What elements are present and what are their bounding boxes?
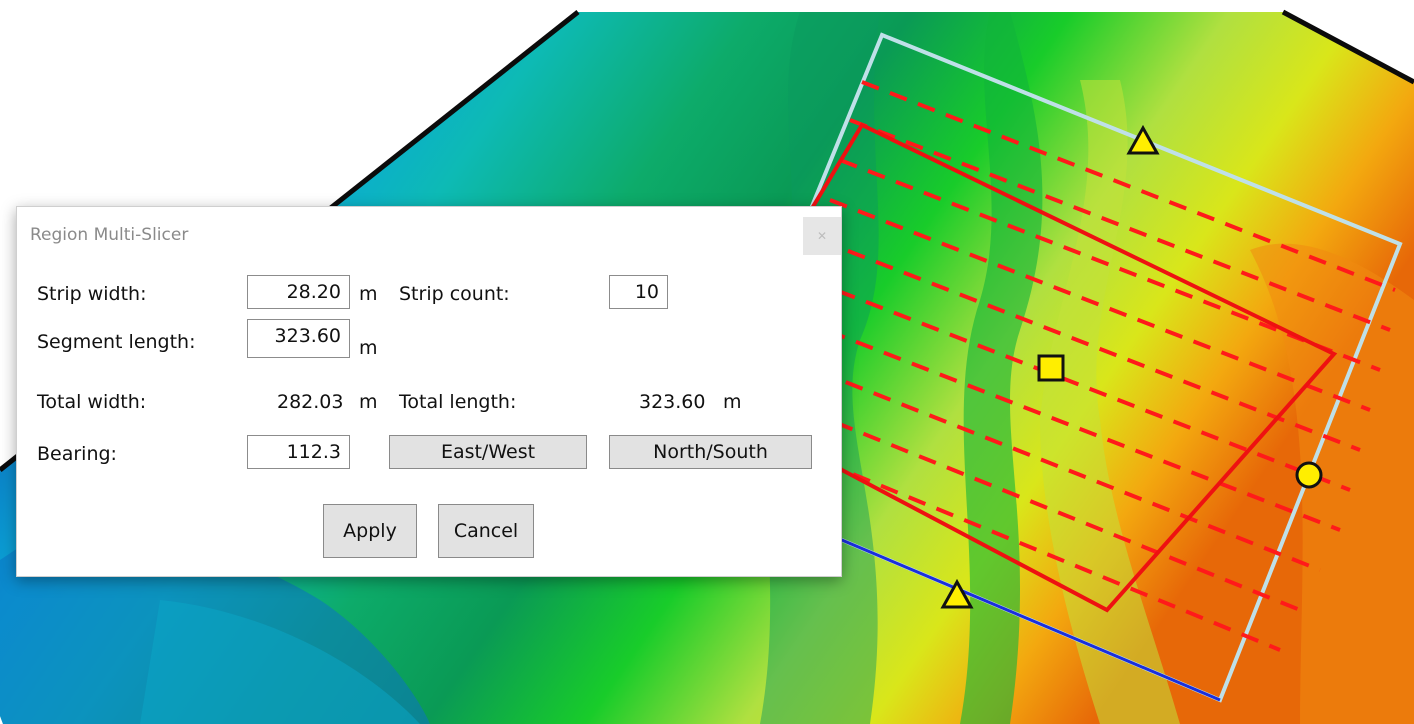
dialog-title: Region Multi-Slicer [30, 225, 189, 245]
east-west-button[interactable]: East/West [389, 435, 587, 469]
total-length-unit: m [723, 391, 742, 413]
segment-length-input[interactable]: 323.60 [247, 319, 350, 358]
strip-width-unit: m [359, 283, 378, 305]
strip-width-label: Strip width: [37, 283, 147, 305]
strip-width-input[interactable]: 28.20 [247, 275, 350, 309]
segment-length-unit: m [359, 337, 378, 359]
triangle-marker[interactable] [1126, 124, 1160, 155]
cancel-button[interactable]: Cancel [438, 504, 534, 558]
strip-count-label: Strip count: [399, 283, 510, 305]
apply-button[interactable]: Apply [323, 504, 417, 558]
total-length-value: 323.60 [639, 391, 706, 413]
triangle-marker[interactable] [940, 578, 974, 609]
square-marker[interactable] [1037, 354, 1065, 382]
bearing-label: Bearing: [37, 443, 117, 465]
multi-slicer-dialog: Region Multi-Slicer ✕ Strip width: 28.20… [16, 206, 842, 577]
strip-count-input[interactable]: 10 [609, 275, 668, 309]
total-width-label: Total width: [37, 391, 147, 413]
close-icon[interactable]: ✕ [803, 217, 841, 255]
circle-marker[interactable] [1295, 461, 1323, 489]
north-south-button[interactable]: North/South [609, 435, 812, 469]
total-width-value: 282.03 [277, 391, 344, 413]
bearing-input[interactable]: 112.3 [247, 435, 350, 469]
total-width-unit: m [359, 391, 378, 413]
total-length-label: Total length: [399, 391, 517, 413]
segment-length-label: Segment length: [37, 331, 196, 353]
